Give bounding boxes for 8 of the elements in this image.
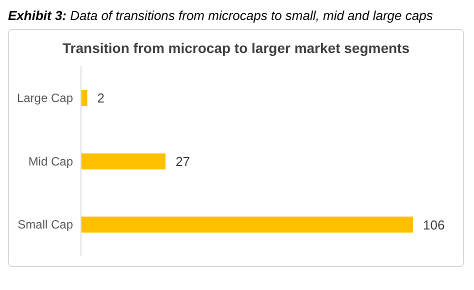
y-tick-label: Large Cap bbox=[16, 90, 74, 105]
data-label: 2 bbox=[97, 90, 104, 106]
chart-title: Exhibit 3: Data of transitions from microcaps to small, mid and large caps bbox=[8, 8, 434, 23]
data-label: 106 bbox=[423, 217, 445, 232]
y-tick-label: Mid Cap bbox=[28, 154, 74, 168]
chart-subtitle: Transition from microcap to larger market segments bbox=[62, 40, 410, 56]
y-tick-label: Small Cap bbox=[18, 218, 74, 232]
data-label: 27 bbox=[176, 154, 190, 169]
